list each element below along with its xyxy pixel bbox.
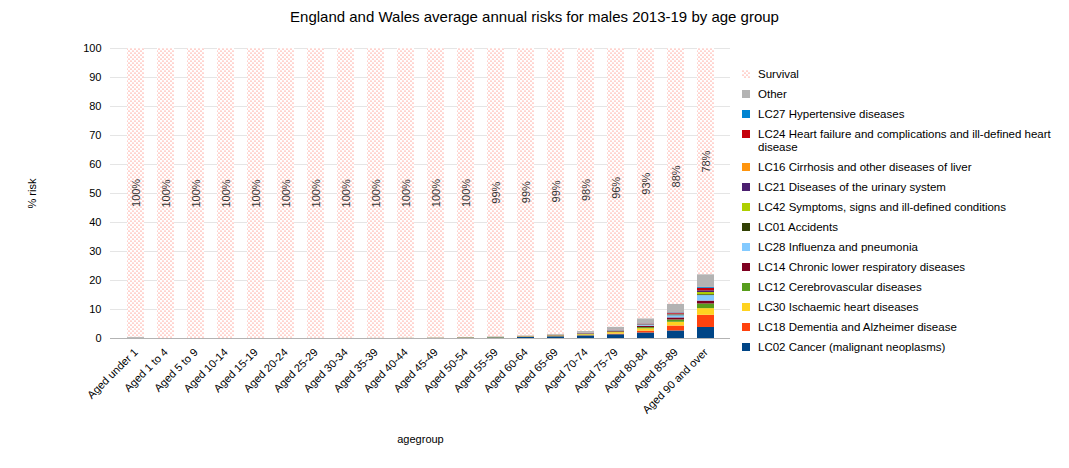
svg-text:93%: 93% xyxy=(640,172,652,194)
svg-text:Aged under 1: Aged under 1 xyxy=(85,346,140,401)
svg-text:100%: 100% xyxy=(220,179,232,207)
svg-text:96%: 96% xyxy=(610,177,622,199)
svg-text:Aged 50-54: Aged 50-54 xyxy=(421,345,470,395)
svg-text:88%: 88% xyxy=(670,165,682,187)
svg-text:70: 70 xyxy=(89,129,101,141)
svg-text:agegroup: agegroup xyxy=(397,433,444,445)
svg-text:90: 90 xyxy=(89,71,101,83)
svg-text:Aged 5 to 9: Aged 5 to 9 xyxy=(151,345,200,394)
html-text:England and Wales average annu: England and Wales average annual risks f… xyxy=(290,8,779,25)
svg-text:100%: 100% xyxy=(130,179,142,207)
html-text:Survival: Survival xyxy=(758,68,799,80)
html-text:LC24 Heart failure and complic: LC24 Heart failure and complications and… xyxy=(758,128,1051,153)
svg-text:30: 30 xyxy=(89,245,101,257)
svg-text:80: 80 xyxy=(89,100,101,112)
html-text:LC02 Cancer (malignant neoplas: LC02 Cancer (malignant neoplasms) xyxy=(758,341,946,353)
svg-text:Aged 1 to 4: Aged 1 to 4 xyxy=(121,345,170,394)
html-text:LC14 Chronic lower respiratory: LC14 Chronic lower respiratory diseases xyxy=(758,261,966,273)
svg-text:Aged 65-69: Aged 65-69 xyxy=(511,345,560,395)
svg-text:0: 0 xyxy=(95,332,101,344)
svg-text:99%: 99% xyxy=(550,180,562,202)
svg-text:Aged 75-79: Aged 75-79 xyxy=(571,345,620,395)
svg-text:Aged 60-64: Aged 60-64 xyxy=(481,345,530,395)
svg-text:78%: 78% xyxy=(700,150,712,172)
svg-text:100%: 100% xyxy=(250,179,262,207)
html-text:Other: Other xyxy=(758,88,787,100)
html-text:LC21 Diseases of the urinary s: LC21 Diseases of the urinary system xyxy=(758,181,946,193)
svg-text:10: 10 xyxy=(89,303,101,315)
svg-text:% risk: % risk xyxy=(26,178,38,208)
svg-text:Aged 10-14: Aged 10-14 xyxy=(181,345,230,395)
html-text:LC42 Symptoms, signs and ill-d: LC42 Symptoms, signs and ill-defined con… xyxy=(758,201,1006,213)
svg-text:Aged 30-34: Aged 30-34 xyxy=(301,345,350,395)
svg-text:100%: 100% xyxy=(310,179,322,207)
svg-text:Aged 40-44: Aged 40-44 xyxy=(361,345,410,395)
html-text:LC16 Cirrhosis and other disea: LC16 Cirrhosis and other diseases of liv… xyxy=(758,161,972,173)
svg-text:Aged 85-89: Aged 85-89 xyxy=(631,345,680,395)
svg-text:Aged 15-19: Aged 15-19 xyxy=(211,345,260,395)
svg-text:100%: 100% xyxy=(160,179,172,207)
html-text:LC12 Cerebrovascular diseases: LC12 Cerebrovascular diseases xyxy=(758,281,922,293)
html-text:LC27 Hypertensive diseases: LC27 Hypertensive diseases xyxy=(758,108,905,120)
html-text:LC18 Dementia and Alzheimer di: LC18 Dementia and Alzheimer disease xyxy=(758,321,957,333)
svg-text:100%: 100% xyxy=(370,179,382,207)
html-text:LC01 Accidents: LC01 Accidents xyxy=(758,221,838,233)
svg-text:Aged 25-29: Aged 25-29 xyxy=(271,345,320,395)
html-text:LC30 Ischaemic heart diseases: LC30 Ischaemic heart diseases xyxy=(758,301,919,313)
html-text:LC28 Influenza and pneumonia: LC28 Influenza and pneumonia xyxy=(758,241,918,253)
svg-text:Aged 45-49: Aged 45-49 xyxy=(391,345,440,395)
svg-text:20: 20 xyxy=(89,274,101,286)
svg-text:Aged 80-84: Aged 80-84 xyxy=(601,345,650,395)
svg-text:Aged 35-39: Aged 35-39 xyxy=(331,345,380,395)
svg-text:Aged 90 and over: Aged 90 and over xyxy=(640,346,710,416)
svg-text:100%: 100% xyxy=(280,179,292,207)
svg-text:99%: 99% xyxy=(490,181,502,203)
svg-text:Aged 55-59: Aged 55-59 xyxy=(451,345,500,395)
svg-text:100%: 100% xyxy=(460,179,472,207)
svg-text:100%: 100% xyxy=(340,179,352,207)
svg-text:50: 50 xyxy=(89,187,101,199)
svg-text:100%: 100% xyxy=(430,179,442,207)
svg-text:Aged 70-74: Aged 70-74 xyxy=(541,345,590,395)
svg-text:40: 40 xyxy=(89,216,101,228)
svg-text:100%: 100% xyxy=(400,179,412,207)
svg-text:60: 60 xyxy=(89,158,101,170)
svg-text:Aged 20-24: Aged 20-24 xyxy=(241,345,290,395)
svg-text:100: 100 xyxy=(83,42,101,54)
svg-text:99%: 99% xyxy=(520,181,532,203)
svg-text:100%: 100% xyxy=(190,179,202,207)
svg-text:98%: 98% xyxy=(580,179,592,201)
